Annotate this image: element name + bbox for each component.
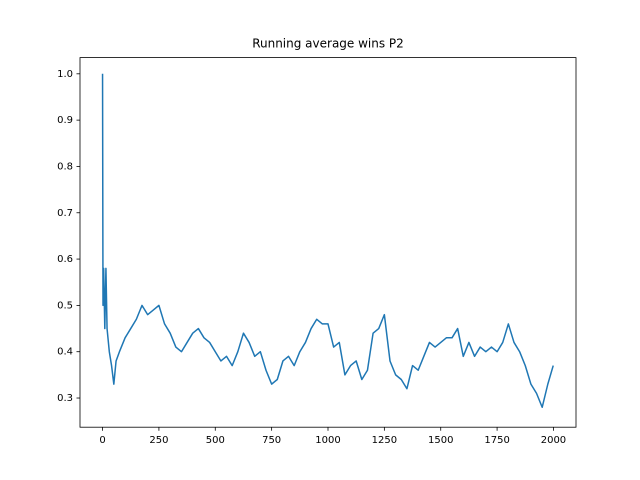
y-tick-label: 0.3 xyxy=(57,393,73,404)
x-tick-label: 250 xyxy=(149,435,168,446)
x-tick-label: 0 xyxy=(99,435,105,446)
y-tick-label: 0.5 xyxy=(57,300,73,311)
x-tick-label: 500 xyxy=(206,435,225,446)
y-tick-label: 1.0 xyxy=(57,69,73,80)
y-tick-label: 0.9 xyxy=(57,115,73,126)
data-line xyxy=(101,73,554,409)
y-tick-label: 0.7 xyxy=(57,208,73,219)
y-tick-label: 0.6 xyxy=(57,254,73,265)
x-tick-label: 1000 xyxy=(315,435,340,446)
x-tick-label: 2000 xyxy=(541,435,566,446)
x-tick-label: 1750 xyxy=(484,435,509,446)
y-tick-label: 0.8 xyxy=(57,161,73,172)
y-tick-label: 0.4 xyxy=(57,347,73,358)
x-tick-label: 1500 xyxy=(428,435,453,446)
chart-title: Running average wins P2 xyxy=(252,37,404,51)
x-tick-label: 750 xyxy=(262,435,281,446)
plot-frame xyxy=(79,57,577,428)
x-tick-label: 1250 xyxy=(372,435,397,446)
